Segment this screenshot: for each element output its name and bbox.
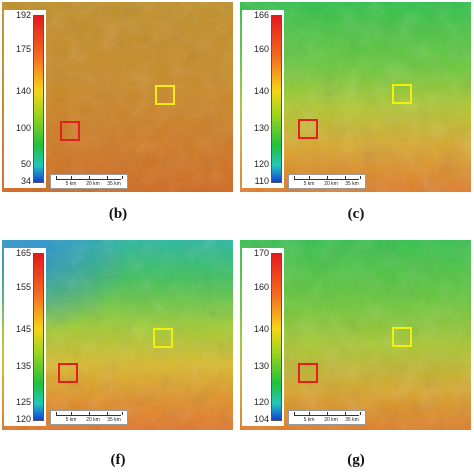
scale-label: 5 km	[65, 181, 77, 187]
colorbar-tick: 160	[253, 44, 269, 54]
colorbar-legend-g: 170 160 140 130 120 104	[242, 248, 284, 426]
caption-b: (b)	[108, 206, 128, 222]
yellow-roi-box	[392, 327, 412, 347]
colorbar-legend-b: 192 175 140 100 50 34	[4, 10, 46, 188]
panel-g: 170 160 140 130 120 104 5 km 20 km 35 km	[240, 240, 471, 430]
panel-f: 165 155 145 135 125 120 5 km 20 km 35 km	[2, 240, 233, 430]
colorbar-tick: 155	[15, 282, 31, 292]
colorbar-g	[271, 253, 282, 421]
scale-bar-g: 5 km 20 km 35 km	[288, 410, 366, 425]
colorbar-tick: 125	[15, 397, 31, 407]
colorbar-tick: 145	[15, 324, 31, 334]
yellow-roi-box	[153, 328, 173, 348]
colorbar-tick: 140	[253, 86, 269, 96]
colorbar-tick: 130	[253, 361, 269, 371]
caption-c: (c)	[347, 206, 365, 222]
scale-label: 20 km	[86, 181, 100, 187]
colorbar-tick: 166	[253, 10, 269, 20]
colorbar-tick: 140	[15, 86, 31, 96]
scale-label: 35 km	[345, 181, 359, 187]
scale-label: 5 km	[65, 417, 77, 423]
red-roi-box	[60, 121, 80, 141]
colorbar-tick: 165	[15, 248, 31, 258]
colorbar-tick: 120	[15, 414, 31, 424]
colorbar-tick: 170	[253, 248, 269, 258]
colorbar-tick: 192	[15, 10, 31, 20]
scale-bar-f: 5 km 20 km 35 km	[50, 410, 128, 425]
colorbar-tick: 34	[20, 176, 31, 186]
scale-bar-b: 5 km 20 km 35 km	[50, 174, 128, 189]
colorbar-tick: 50	[20, 159, 31, 169]
scale-label: 35 km	[345, 417, 359, 423]
colorbar-b	[33, 15, 44, 183]
colorbar-tick: 140	[253, 324, 269, 334]
panel-b: 192 175 140 100 50 34 5 km 20 km 35 km	[2, 2, 233, 192]
colorbar-tick: 130	[253, 123, 269, 133]
red-roi-box	[58, 363, 78, 383]
colorbar-legend-f: 165 155 145 135 125 120	[4, 248, 46, 426]
colorbar-tick: 120	[253, 159, 269, 169]
colorbar-tick: 175	[15, 44, 31, 54]
scale-label: 35 km	[107, 417, 121, 423]
caption-g: (g)	[347, 452, 365, 468]
yellow-roi-box	[155, 85, 175, 105]
scale-label: 20 km	[324, 417, 338, 423]
yellow-roi-box	[392, 84, 412, 104]
scale-label: 20 km	[86, 417, 100, 423]
colorbar-tick: 104	[253, 414, 269, 424]
colorbar-f	[33, 253, 44, 421]
colorbar-tick: 110	[254, 176, 269, 186]
colorbar-c	[271, 15, 282, 183]
red-roi-box	[298, 119, 318, 139]
caption-f: (f)	[110, 452, 126, 468]
scale-label: 5 km	[303, 181, 315, 187]
colorbar-tick: 135	[15, 361, 31, 371]
scale-label: 20 km	[324, 181, 338, 187]
panel-c: 166 160 140 130 120 110 5 km 20 km 35 km	[240, 2, 471, 192]
colorbar-tick: 160	[253, 282, 269, 292]
colorbar-legend-c: 166 160 140 130 120 110	[242, 10, 284, 188]
scale-label: 5 km	[303, 417, 315, 423]
scale-bar-c: 5 km 20 km 35 km	[288, 174, 366, 189]
red-roi-box	[298, 363, 318, 383]
colorbar-tick: 100	[15, 123, 31, 133]
colorbar-tick: 120	[253, 397, 269, 407]
scale-label: 35 km	[107, 181, 121, 187]
